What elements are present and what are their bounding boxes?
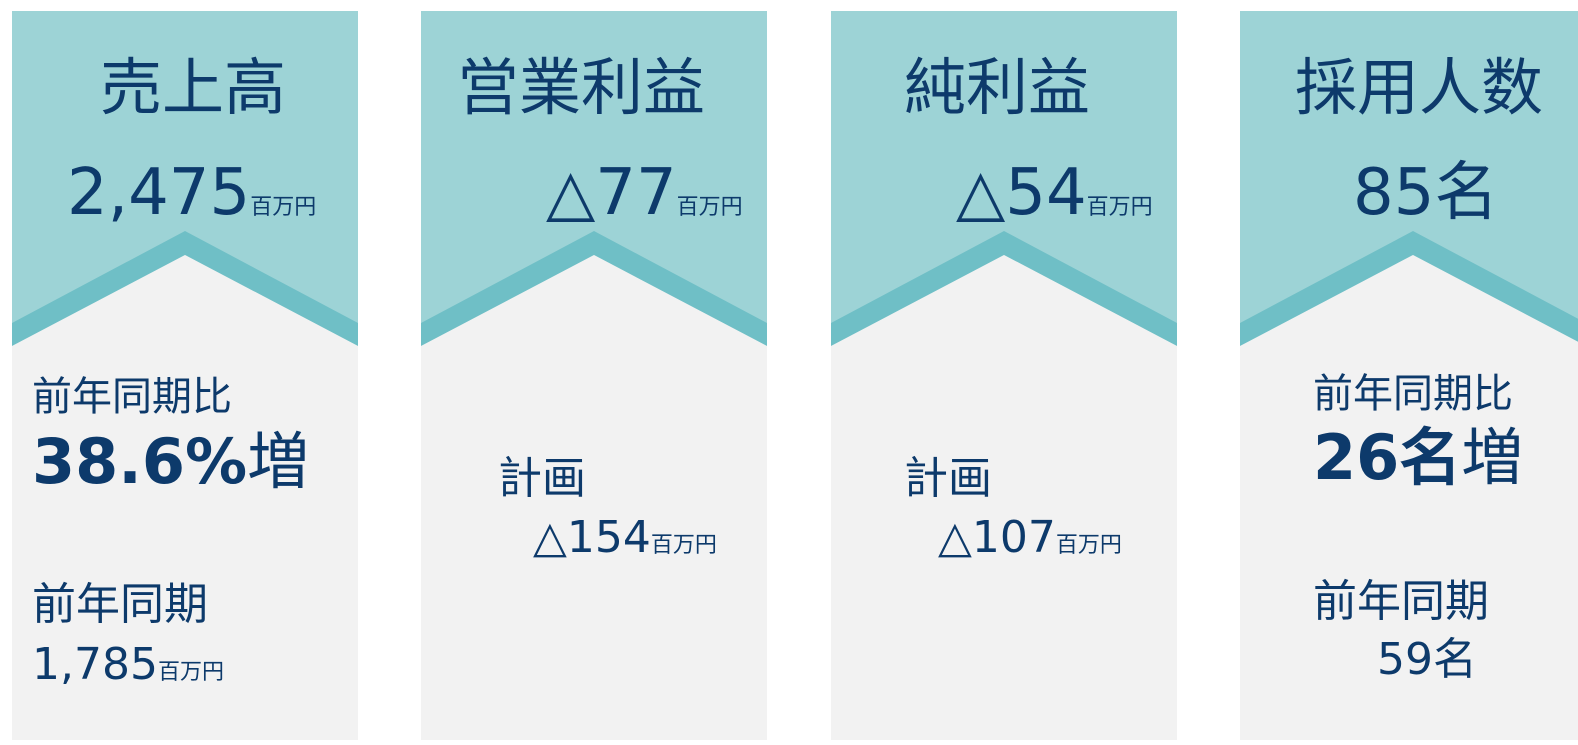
comparison-label: 前年同期比 <box>32 374 232 420</box>
text: 百万円 <box>157 660 224 685</box>
text: 百万円 <box>1055 533 1122 558</box>
kpi-card: 採用人数 85名 前年同期比 26名増 前年同期 59名 <box>1240 11 1578 740</box>
text: 増 <box>247 425 310 498</box>
text: △107 <box>938 512 1056 563</box>
text: 百万円 <box>250 195 317 220</box>
text: △77 <box>546 156 677 230</box>
kpi-card: 純利益 △54百万円 計画 △107百万円 <box>831 11 1177 740</box>
card-background <box>421 11 767 740</box>
comparison-label: 前年同期比 <box>1313 371 1513 417</box>
card-background <box>1240 11 1578 740</box>
text: 百万円 <box>650 533 717 558</box>
kpi-card: 売上高 2,475百万円 前年同期比 38.6%増 前年同期 1,785百万円 <box>12 11 358 740</box>
plan-label: 計画 <box>904 453 992 504</box>
card-background <box>831 11 1177 740</box>
card-background <box>12 11 358 740</box>
change: 26名増 <box>1313 427 1523 489</box>
plan-value: △107百万円 <box>938 516 1122 560</box>
text: 増 <box>1461 421 1524 494</box>
plan-label: 計画 <box>498 453 586 504</box>
change: 38.6%増 <box>32 431 309 493</box>
prior-value: 1,785百万円 <box>32 643 224 687</box>
card-value: 85名 <box>1353 161 1498 225</box>
text: 38.6% <box>32 425 248 498</box>
card-value: △77百万円 <box>546 161 743 225</box>
prior-value: 59名 <box>1377 634 1477 685</box>
text: 2,475 <box>67 156 251 230</box>
card-title: 売上高 <box>100 51 287 124</box>
prior-label: 前年同期 <box>32 579 208 630</box>
text: △154 <box>533 512 651 563</box>
text: 26名 <box>1313 421 1462 494</box>
card-value: △54百万円 <box>956 161 1153 225</box>
card-title: 営業利益 <box>457 51 706 124</box>
text: 1,785 <box>32 639 158 690</box>
card-title: 採用人数 <box>1295 51 1544 124</box>
card-title: 純利益 <box>904 51 1091 124</box>
card-value: 2,475百万円 <box>67 161 316 225</box>
text: 百万円 <box>676 195 743 220</box>
prior-label: 前年同期 <box>1313 576 1489 627</box>
text: △54 <box>956 156 1087 230</box>
plan-value: △154百万円 <box>533 516 717 560</box>
text: 百万円 <box>1086 195 1153 220</box>
kpi-card: 営業利益 △77百万円 計画 △154百万円 <box>421 11 767 740</box>
text: 85名 <box>1353 156 1499 230</box>
